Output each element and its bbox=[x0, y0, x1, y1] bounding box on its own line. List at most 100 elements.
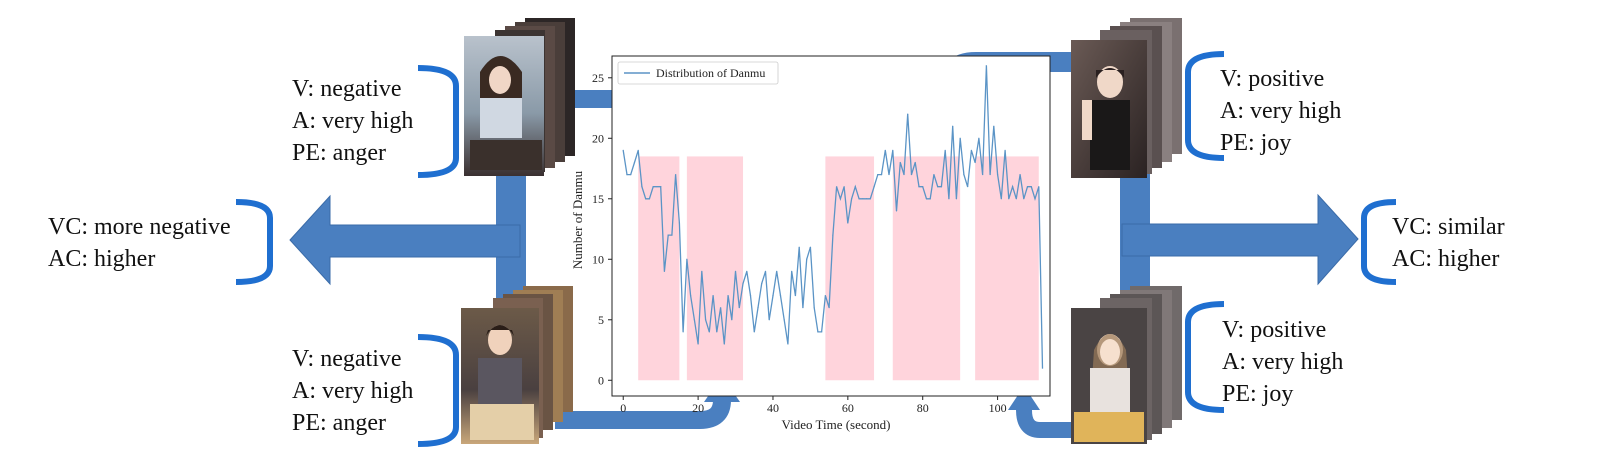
data-point bbox=[970, 149, 972, 151]
data-point bbox=[907, 113, 909, 115]
data-point bbox=[742, 282, 744, 285]
data-point bbox=[630, 173, 632, 176]
data-point bbox=[967, 186, 969, 188]
arousal-label: A: very high bbox=[292, 108, 413, 134]
data-point bbox=[843, 186, 845, 188]
data-point bbox=[948, 198, 950, 200]
top-right-video-frame-stack-icon bbox=[1071, 18, 1182, 178]
data-point bbox=[1034, 198, 1036, 200]
left-comparison-arrow-icon bbox=[289, 194, 521, 286]
primary-emotion-label: PE: joy bbox=[1220, 130, 1291, 156]
y-axis-label: Number of Danmu bbox=[570, 170, 585, 269]
bottom-right-curved-arrow-icon bbox=[1008, 386, 1075, 438]
data-point bbox=[877, 173, 879, 176]
top-right-bracket-icon bbox=[1185, 51, 1225, 161]
data-point bbox=[783, 319, 785, 321]
data-point bbox=[1041, 367, 1044, 369]
data-point bbox=[1015, 198, 1017, 200]
data-point bbox=[809, 246, 812, 248]
data-point bbox=[806, 258, 808, 260]
data-point bbox=[922, 186, 924, 188]
top-left-bracket-icon bbox=[417, 65, 459, 178]
data-point bbox=[925, 198, 928, 200]
x-tick-label: 80 bbox=[917, 401, 929, 415]
data-point bbox=[839, 198, 841, 200]
data-point bbox=[637, 149, 639, 151]
data-point bbox=[955, 198, 958, 200]
bottom-right-bracket-icon bbox=[1185, 301, 1225, 413]
data-point bbox=[978, 137, 980, 139]
data-point bbox=[873, 186, 875, 188]
data-point bbox=[663, 270, 666, 272]
right-comparison-bracket-icon bbox=[1361, 199, 1397, 285]
data-point bbox=[697, 343, 699, 345]
x-tick-label: 100 bbox=[989, 401, 1007, 415]
data-point bbox=[768, 319, 770, 321]
data-point bbox=[884, 149, 886, 151]
y-tick-label: 10 bbox=[592, 252, 604, 266]
data-point bbox=[686, 258, 688, 260]
data-point bbox=[899, 161, 901, 164]
y-tick-label: 25 bbox=[592, 71, 604, 85]
data-point bbox=[903, 173, 905, 176]
data-point bbox=[963, 173, 965, 176]
valence-label: V: negative bbox=[292, 346, 402, 372]
y-tick-label: 5 bbox=[598, 313, 604, 327]
data-point bbox=[813, 307, 815, 309]
data-point bbox=[802, 307, 804, 309]
data-point bbox=[712, 294, 714, 297]
data-point bbox=[850, 198, 853, 200]
top-left-emotion-labels: V: negative A: very high PE: anger bbox=[292, 76, 413, 166]
valence-label: V: positive bbox=[1220, 66, 1324, 92]
x-tick-label: 0 bbox=[620, 401, 626, 415]
data-point bbox=[798, 246, 800, 248]
valence-label: V: negative bbox=[292, 76, 402, 102]
data-point bbox=[753, 331, 755, 333]
data-point bbox=[933, 173, 935, 176]
data-point bbox=[633, 161, 636, 164]
valence-change-label: VC: similar bbox=[1392, 214, 1505, 240]
highlight-region bbox=[975, 156, 1039, 381]
highlight-region bbox=[686, 156, 744, 381]
data-point bbox=[761, 282, 763, 285]
data-point bbox=[1030, 186, 1032, 188]
primary-emotion-label: PE: anger bbox=[292, 140, 386, 166]
data-point bbox=[865, 198, 868, 200]
data-point bbox=[671, 234, 673, 236]
data-point bbox=[622, 149, 624, 151]
y-tick-label: 0 bbox=[598, 373, 604, 387]
data-point bbox=[626, 173, 628, 176]
data-point bbox=[854, 186, 856, 188]
data-point bbox=[959, 137, 961, 139]
data-point bbox=[645, 198, 647, 200]
y-tick-label: 20 bbox=[592, 131, 604, 145]
data-point bbox=[734, 270, 737, 272]
data-point bbox=[723, 343, 725, 345]
data-point bbox=[652, 186, 654, 188]
data-point bbox=[675, 173, 677, 176]
right-comparison-labels: VC: similar AC: higher bbox=[1392, 214, 1505, 272]
x-tick-label: 40 bbox=[767, 401, 779, 415]
highlight-region bbox=[825, 156, 875, 381]
chart-legend: Distribution of Danmu bbox=[617, 61, 779, 85]
data-point bbox=[869, 198, 871, 200]
data-point bbox=[682, 331, 684, 333]
data-point bbox=[719, 307, 722, 309]
data-point bbox=[757, 307, 759, 309]
data-point bbox=[1000, 198, 1002, 200]
data-point bbox=[727, 294, 729, 297]
data-point bbox=[794, 294, 797, 297]
data-point bbox=[929, 198, 931, 200]
data-point bbox=[656, 186, 658, 188]
valence-label: V: positive bbox=[1222, 317, 1326, 343]
legend-label: Distribution of Danmu bbox=[656, 66, 765, 80]
data-point bbox=[952, 125, 954, 127]
data-point bbox=[701, 270, 703, 272]
highlight-region bbox=[892, 156, 961, 381]
data-point bbox=[746, 270, 748, 272]
data-point bbox=[731, 319, 733, 321]
data-point bbox=[914, 161, 916, 164]
data-point bbox=[660, 186, 662, 188]
data-point bbox=[1008, 198, 1010, 200]
data-point bbox=[828, 307, 830, 309]
